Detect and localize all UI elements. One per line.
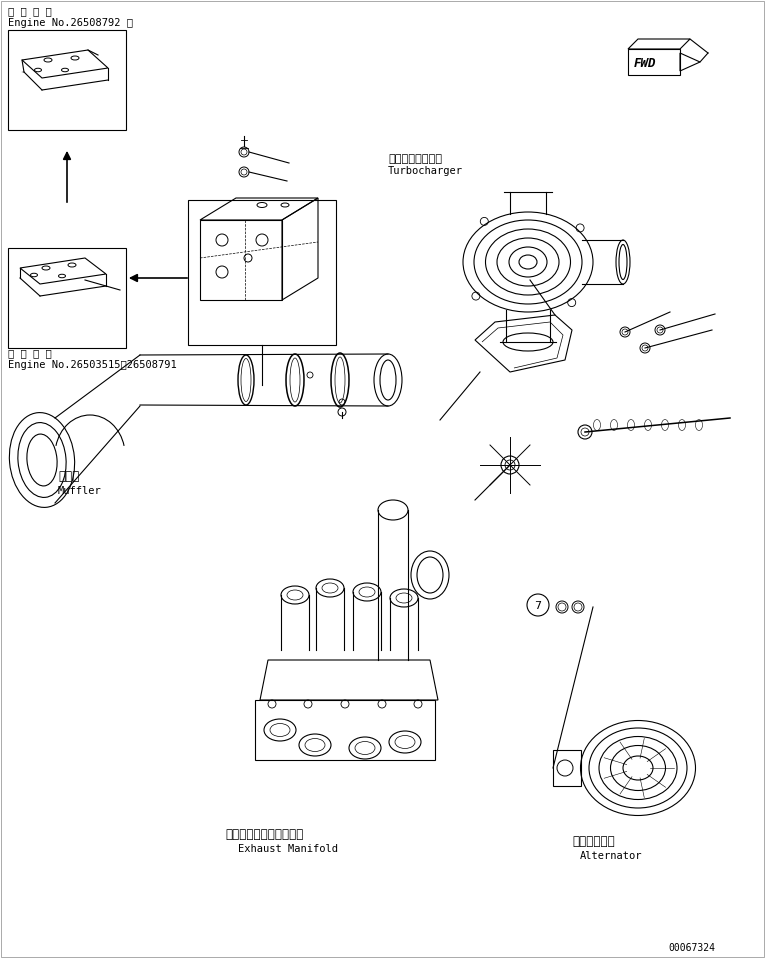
- Text: 7: 7: [534, 601, 541, 611]
- Text: 通 用 号 機: 通 用 号 機: [8, 6, 52, 16]
- Text: Engine No.26508792 ～: Engine No.26508792 ～: [8, 18, 133, 28]
- Text: オルタネータ: オルタネータ: [572, 835, 615, 848]
- Text: マフラ: マフラ: [58, 470, 80, 483]
- Text: エキゾーストマニホルド: エキゾーストマニホルド: [225, 828, 304, 841]
- Bar: [188, 200, 336, 345]
- Text: FWD: FWD: [634, 57, 656, 70]
- Text: 00067324: 00067324: [668, 943, 715, 953]
- Text: Alternator: Alternator: [580, 851, 643, 861]
- Text: ターボチャージャ: ターボチャージャ: [388, 154, 442, 164]
- Text: Exhaust Manifold: Exhaust Manifold: [238, 844, 338, 854]
- Bar: [8, 30, 126, 130]
- Text: Muffler: Muffler: [58, 486, 102, 496]
- Bar: [8, 248, 126, 348]
- Text: Engine No.26503515～26508791: Engine No.26503515～26508791: [8, 360, 177, 370]
- Text: Turbocharger: Turbocharger: [388, 166, 463, 176]
- Text: 通 用 号 機: 通 用 号 機: [8, 348, 52, 358]
